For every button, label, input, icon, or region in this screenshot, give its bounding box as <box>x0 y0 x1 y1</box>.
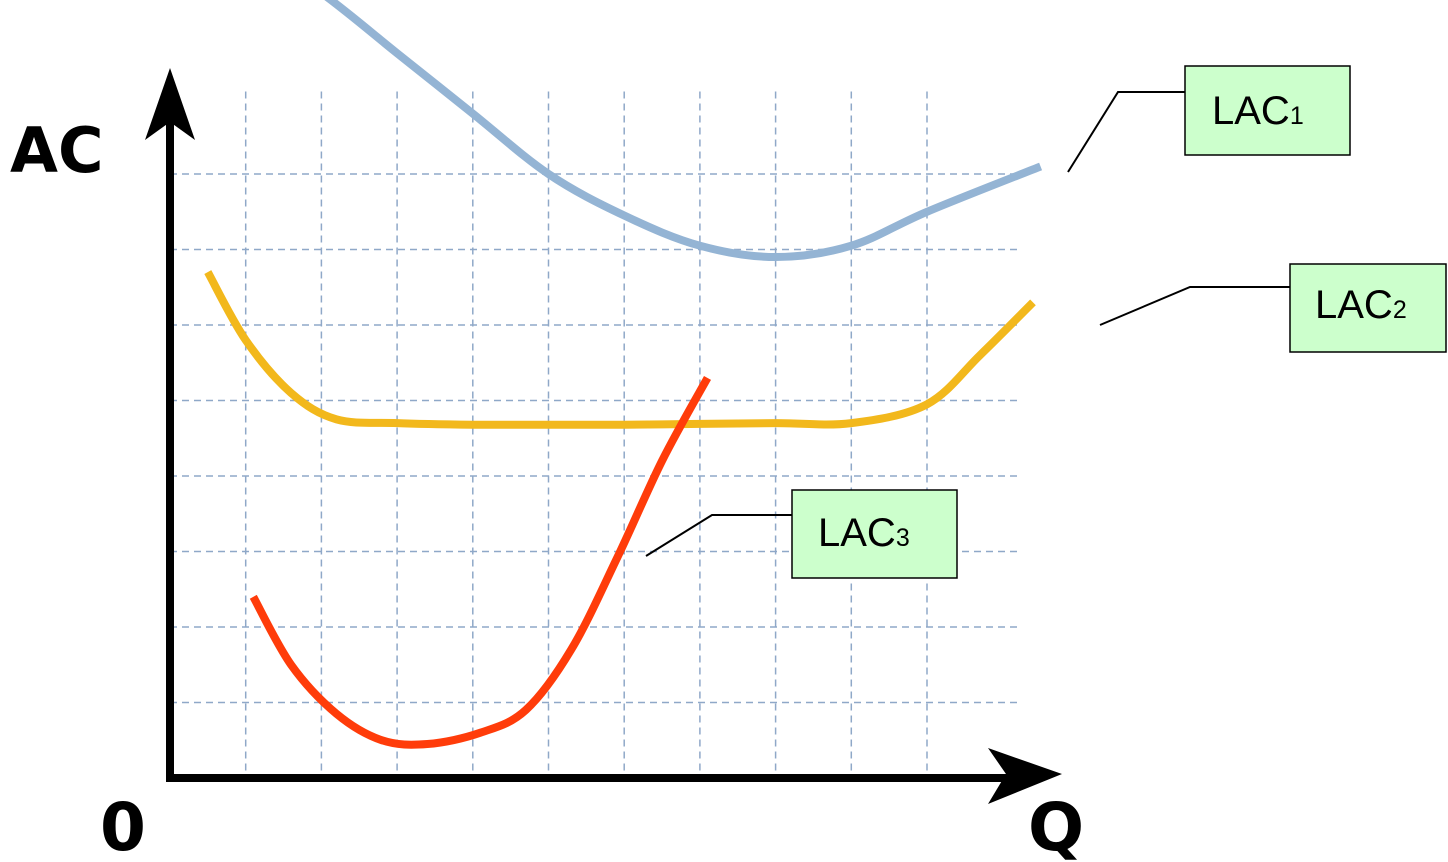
svg-text:LAC1: LAC1 <box>1212 89 1304 133</box>
lac3-callout: LAC3 <box>645 489 958 579</box>
axes: AC Q 0 <box>10 68 1084 862</box>
x-axis-title: Q <box>1028 789 1084 862</box>
lac1-leader-line <box>1067 91 1185 173</box>
lac2-label-name: LAC <box>1315 283 1393 327</box>
lac2-label-subscript: 2 <box>1393 296 1407 324</box>
y-axis-title: AC <box>10 114 103 187</box>
lac2-label-box: LAC2 <box>1289 263 1447 353</box>
grid <box>170 90 1018 771</box>
lac3-label-name: LAC <box>818 511 896 555</box>
y-axis-arrow <box>145 68 195 140</box>
lac3-label-box: LAC3 <box>791 489 958 579</box>
lac1-label-name: LAC <box>1212 89 1290 133</box>
lac1-curve <box>324 0 1043 261</box>
svg-text:LAC2: LAC2 <box>1315 283 1407 327</box>
lac3-leader-line <box>645 514 792 557</box>
lac1-callout: LAC1 <box>1067 65 1351 173</box>
lac1-label-box: LAC1 <box>1184 65 1351 156</box>
lac3-curve <box>249 375 712 749</box>
x-axis-arrow <box>988 748 1062 804</box>
lac3-label-subscript: 3 <box>896 524 910 552</box>
lac1-label-subscript: 1 <box>1290 102 1304 130</box>
svg-text:LAC3: LAC3 <box>818 511 910 555</box>
lac2-curve <box>204 270 1036 429</box>
lac2-callout: LAC2 <box>1099 263 1447 353</box>
origin-label: 0 <box>100 789 146 862</box>
series <box>204 0 1043 749</box>
lac2-leader-line <box>1099 286 1290 326</box>
